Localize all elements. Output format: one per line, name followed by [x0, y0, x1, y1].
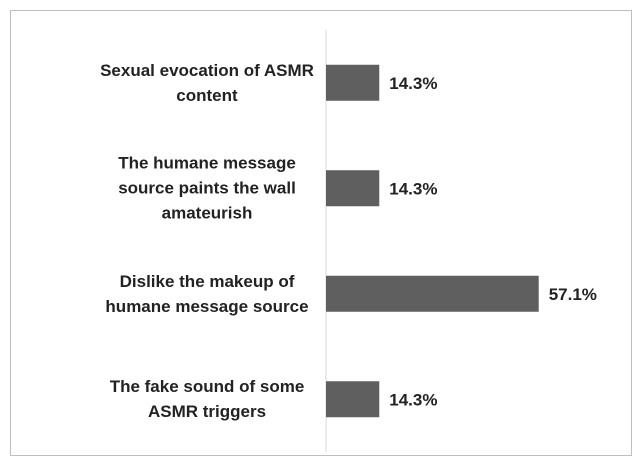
bar: [326, 275, 539, 312]
category-label: Sexual evocation of ASMR content: [100, 60, 314, 105]
chart-border: [10, 10, 632, 456]
category-label: The humane message source paints the wal…: [118, 153, 296, 223]
data-label: 14.3%: [389, 180, 437, 199]
data-label: 14.3%: [389, 74, 437, 93]
bar: [326, 381, 380, 418]
category-label: Dislike the makeup of humane message sou…: [105, 271, 309, 316]
category-label: The fake sound of some ASMR triggers: [109, 377, 305, 422]
bar: [326, 64, 380, 101]
bar: [326, 170, 380, 207]
data-label: 14.3%: [389, 391, 437, 410]
data-label: 57.1%: [549, 285, 597, 304]
